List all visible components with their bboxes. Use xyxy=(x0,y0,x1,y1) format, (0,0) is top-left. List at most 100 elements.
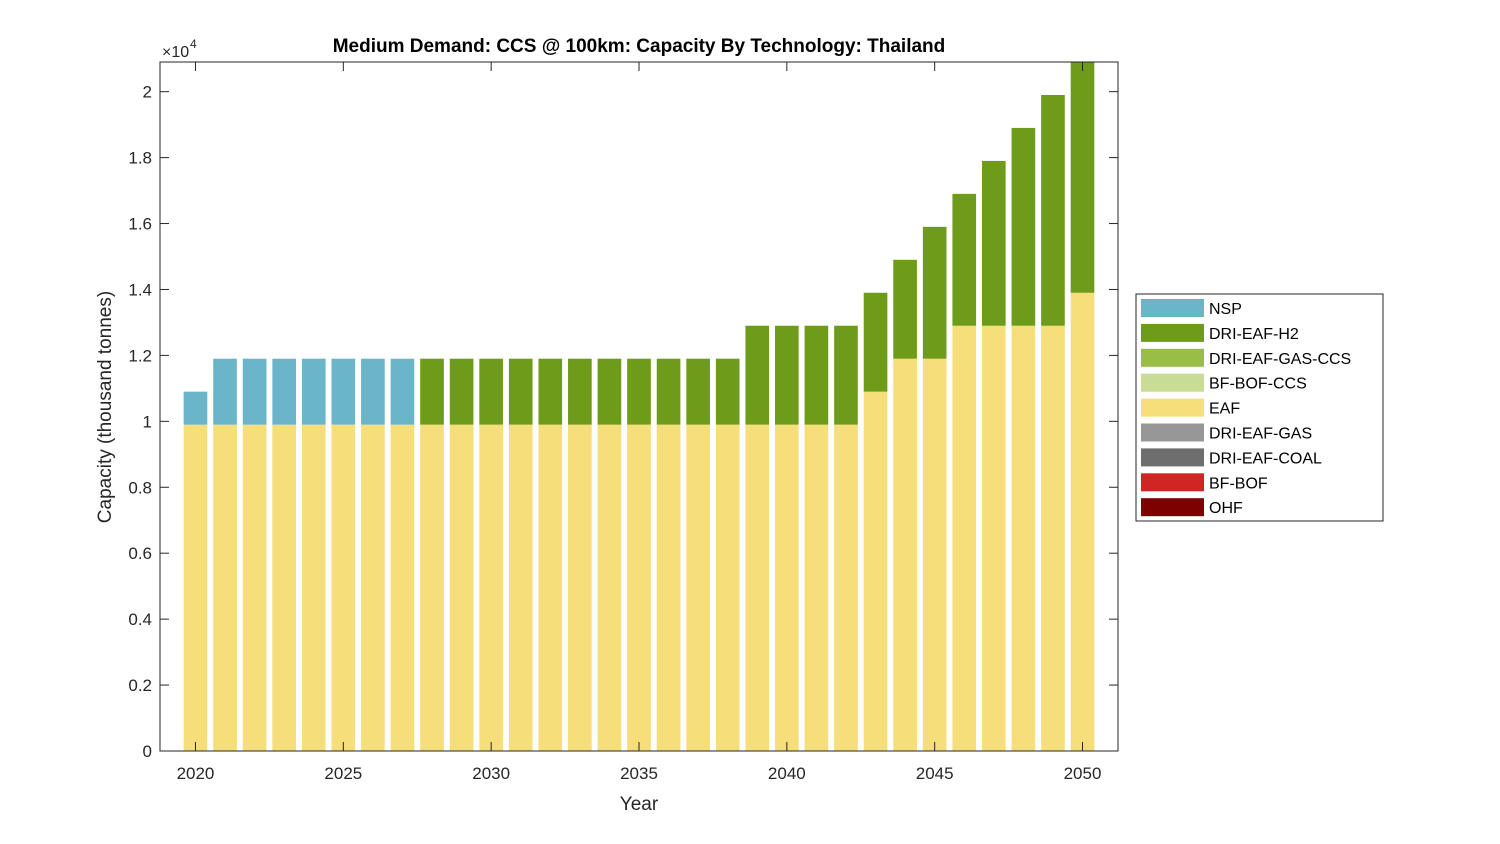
bar-eaf-2044 xyxy=(893,358,917,751)
bar-dri-eaf-h2-2046 xyxy=(952,193,977,326)
bar-dri-eaf-h2-2043 xyxy=(863,292,888,392)
bar-eaf-2027 xyxy=(390,424,415,751)
bar-dri-eaf-h2-2050 xyxy=(1070,62,1095,293)
legend-swatch-dri-eaf-h2 xyxy=(1141,323,1204,342)
bar-dri-eaf-h2-2033 xyxy=(568,358,592,425)
bars-group xyxy=(183,62,1095,751)
bar-eaf-2042 xyxy=(834,424,858,751)
bar-eaf-2050 xyxy=(1070,292,1095,751)
chart-title: Medium Demand: CCS @ 100km: Capacity By … xyxy=(333,36,946,57)
y-tick-label: 1.8 xyxy=(128,149,152,168)
bar-dri-eaf-h2-2035 xyxy=(627,358,651,425)
bar-nsp-2025 xyxy=(331,358,356,425)
legend-swatch-bf-bof-ccs xyxy=(1141,373,1204,392)
bar-dri-eaf-h2-2049 xyxy=(1041,94,1065,326)
bar-eaf-2049 xyxy=(1041,325,1065,751)
bar-dri-eaf-h2-2036 xyxy=(656,358,681,425)
bar-dri-eaf-h2-2040 xyxy=(775,325,799,425)
bar-eaf-2029 xyxy=(449,424,474,751)
legend-swatch-bf-bof xyxy=(1141,473,1204,492)
legend-label-dri-eaf-gas-ccs: DRI-EAF-GAS-CCS xyxy=(1209,351,1351,368)
bar-eaf-2036 xyxy=(656,424,681,751)
legend-label-nsp: NSP xyxy=(1209,301,1242,318)
bar-dri-eaf-h2-2034 xyxy=(597,358,622,425)
y-tick-label: 1 xyxy=(143,412,152,431)
bar-nsp-2027 xyxy=(390,358,415,425)
bar-eaf-2048 xyxy=(1011,325,1036,751)
bar-eaf-2032 xyxy=(538,424,563,751)
bar-eaf-2028 xyxy=(420,424,444,751)
x-tick-label: 2030 xyxy=(472,764,510,783)
legend-swatch-dri-eaf-gas-ccs xyxy=(1141,348,1204,367)
bar-eaf-2025 xyxy=(331,424,356,751)
bar-eaf-2034 xyxy=(597,424,622,751)
bar-eaf-2026 xyxy=(361,424,385,751)
y-tick-label: 2 xyxy=(143,83,152,102)
bar-dri-eaf-h2-2032 xyxy=(538,358,563,425)
y-exponent-base: ×10 xyxy=(162,44,189,61)
bar-eaf-2047 xyxy=(981,325,1006,751)
y-tick-label: 1.4 xyxy=(128,280,152,299)
x-tick-label: 2050 xyxy=(1064,764,1102,783)
legend-swatch-dri-eaf-gas xyxy=(1141,423,1204,442)
bar-dri-eaf-h2-2031 xyxy=(508,358,533,425)
x-tick-label: 2035 xyxy=(620,764,658,783)
bar-eaf-2045 xyxy=(922,358,947,751)
bar-eaf-2021 xyxy=(213,424,237,751)
bar-dri-eaf-h2-2030 xyxy=(479,358,503,425)
bar-eaf-2033 xyxy=(568,424,592,751)
legend-label-dri-eaf-h2: DRI-EAF-H2 xyxy=(1209,326,1299,343)
bar-nsp-2022 xyxy=(242,358,267,425)
x-axis-label: Year xyxy=(620,794,659,815)
bar-eaf-2046 xyxy=(952,325,977,751)
legend-label-bf-bof-ccs: BF-BOF-CCS xyxy=(1209,376,1307,393)
legend-swatch-eaf xyxy=(1141,398,1204,417)
bar-eaf-2041 xyxy=(804,424,829,751)
bar-nsp-2024 xyxy=(301,358,326,425)
y-tick-label: 0.4 xyxy=(128,610,152,629)
y-tick-label: 0.8 xyxy=(128,478,152,497)
bar-dri-eaf-h2-2042 xyxy=(834,325,858,425)
bar-nsp-2020 xyxy=(183,391,208,425)
y-exponent-power: 4 xyxy=(190,37,197,51)
bar-eaf-2023 xyxy=(272,424,297,751)
bar-eaf-2038 xyxy=(715,424,740,751)
bar-dri-eaf-h2-2044 xyxy=(893,259,917,359)
y-tick-label: 0 xyxy=(143,742,152,761)
bar-eaf-2030 xyxy=(479,424,503,751)
bar-dri-eaf-h2-2038 xyxy=(715,358,740,425)
bar-eaf-2043 xyxy=(863,391,888,751)
bar-dri-eaf-h2-2028 xyxy=(420,358,444,425)
bar-dri-eaf-h2-2029 xyxy=(449,358,474,425)
bar-nsp-2021 xyxy=(213,358,237,425)
bar-eaf-2040 xyxy=(775,424,799,751)
legend-swatch-nsp xyxy=(1141,299,1204,317)
bar-eaf-2024 xyxy=(301,424,326,751)
bar-eaf-2037 xyxy=(686,424,710,751)
bar-dri-eaf-h2-2047 xyxy=(981,160,1006,326)
x-tick-label: 2045 xyxy=(916,764,954,783)
bar-dri-eaf-h2-2045 xyxy=(922,226,947,359)
bar-dri-eaf-h2-2041 xyxy=(804,325,829,425)
legend-label-dri-eaf-coal: DRI-EAF-COAL xyxy=(1209,450,1322,467)
y-tick-label: 0.6 xyxy=(128,544,152,563)
bar-eaf-2039 xyxy=(745,424,770,751)
y-tick-label: 1.6 xyxy=(128,215,152,234)
y-axis-label: Capacity (thousand tonnes) xyxy=(95,291,116,523)
y-tick-label: 0.2 xyxy=(128,676,152,695)
x-tick-label: 2025 xyxy=(324,764,362,783)
bar-eaf-2035 xyxy=(627,424,651,751)
bar-eaf-2022 xyxy=(242,424,267,751)
legend-swatch-dri-eaf-coal xyxy=(1141,448,1204,467)
legend-label-ohf: OHF xyxy=(1209,500,1243,517)
bar-nsp-2026 xyxy=(361,358,385,425)
legend-label-bf-bof: BF-BOF xyxy=(1209,475,1268,492)
bar-dri-eaf-h2-2039 xyxy=(745,325,770,425)
x-tick-label: 2020 xyxy=(177,764,215,783)
x-tick-label: 2040 xyxy=(768,764,806,783)
y-axis: 0 0.2 0.4 0.6 0.8 1 1.2 1.4 1.6 1.8 2 xyxy=(128,83,1118,761)
legend: NSP DRI-EAF-H2 DRI-EAF-GAS-CCS BF-BOF-CCS EA… xyxy=(1135,293,1384,522)
bar-eaf-2031 xyxy=(508,424,533,751)
bar-dri-eaf-h2-2037 xyxy=(686,358,710,425)
